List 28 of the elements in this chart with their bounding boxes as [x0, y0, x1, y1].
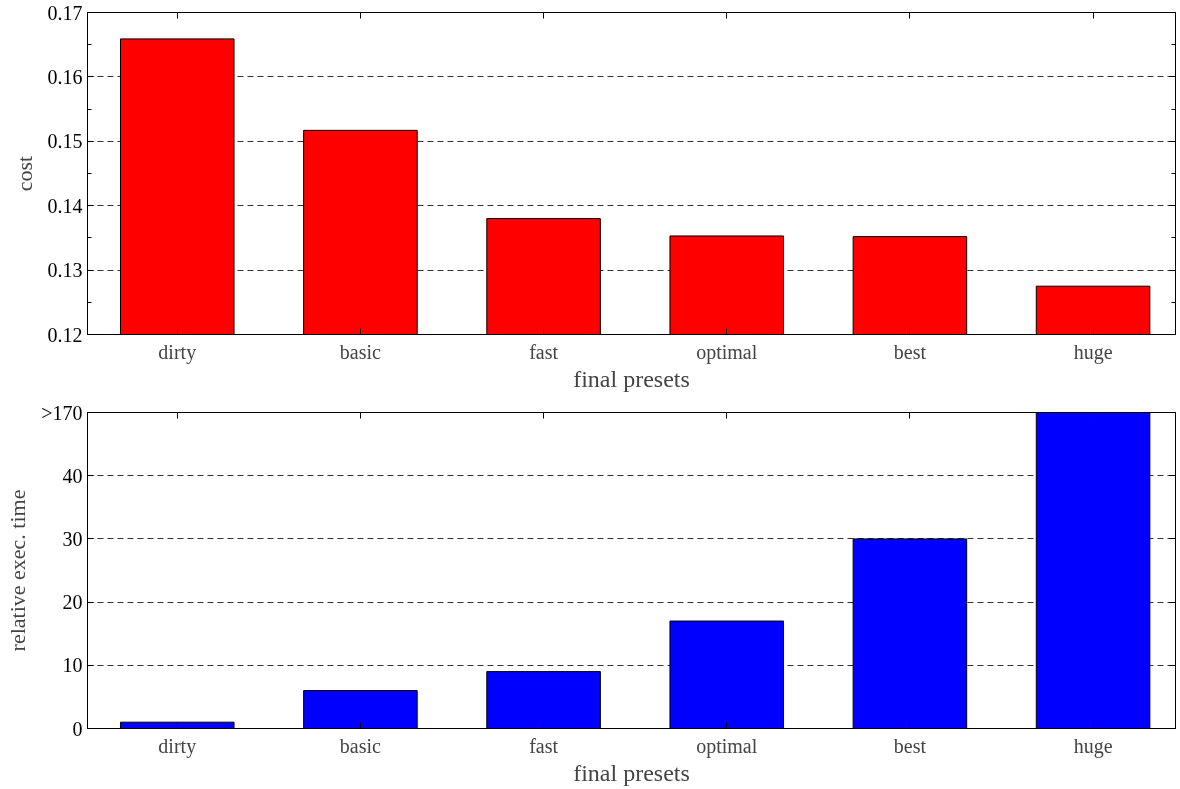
x-tick-label: optimal: [696, 734, 758, 758]
x-tick-label: fast: [529, 734, 559, 757]
y-tick-label: 0.14: [47, 194, 83, 217]
y-axis-title: cost: [11, 155, 37, 192]
y-tick-label: 0: [72, 717, 83, 740]
y-tick-label: 0.15: [47, 130, 83, 153]
x-tick-label: huge: [1073, 734, 1113, 758]
y-tick-label: 0.13: [47, 259, 83, 282]
y-axis-title: relative exec. time: [5, 489, 31, 652]
x-tick-label: fast: [529, 340, 559, 363]
x-axis-title: final presets: [573, 365, 690, 392]
x-axis-title: final presets: [573, 759, 690, 786]
y-tick-label: 0.17: [47, 1, 83, 24]
y-tick-label: 40: [62, 464, 83, 487]
x-tick-label: dirty: [158, 734, 197, 758]
x-tick-label: best: [893, 340, 927, 363]
x-tick-label: optimal: [696, 340, 758, 364]
y-tick-label: >170: [41, 401, 83, 424]
x-tick-label: best: [893, 734, 927, 757]
y-tick-label: 0.12: [47, 323, 83, 346]
y-tick-label: 30: [62, 527, 83, 550]
x-tick-label: huge: [1073, 340, 1113, 364]
x-tick-label: basic: [339, 340, 382, 363]
y-tick-label: 0.16: [47, 65, 83, 88]
x-tick-label: basic: [339, 734, 382, 757]
y-tick-label: 20: [62, 591, 83, 614]
x-tick-label: dirty: [158, 340, 197, 364]
y-tick-label: 10: [62, 654, 83, 677]
